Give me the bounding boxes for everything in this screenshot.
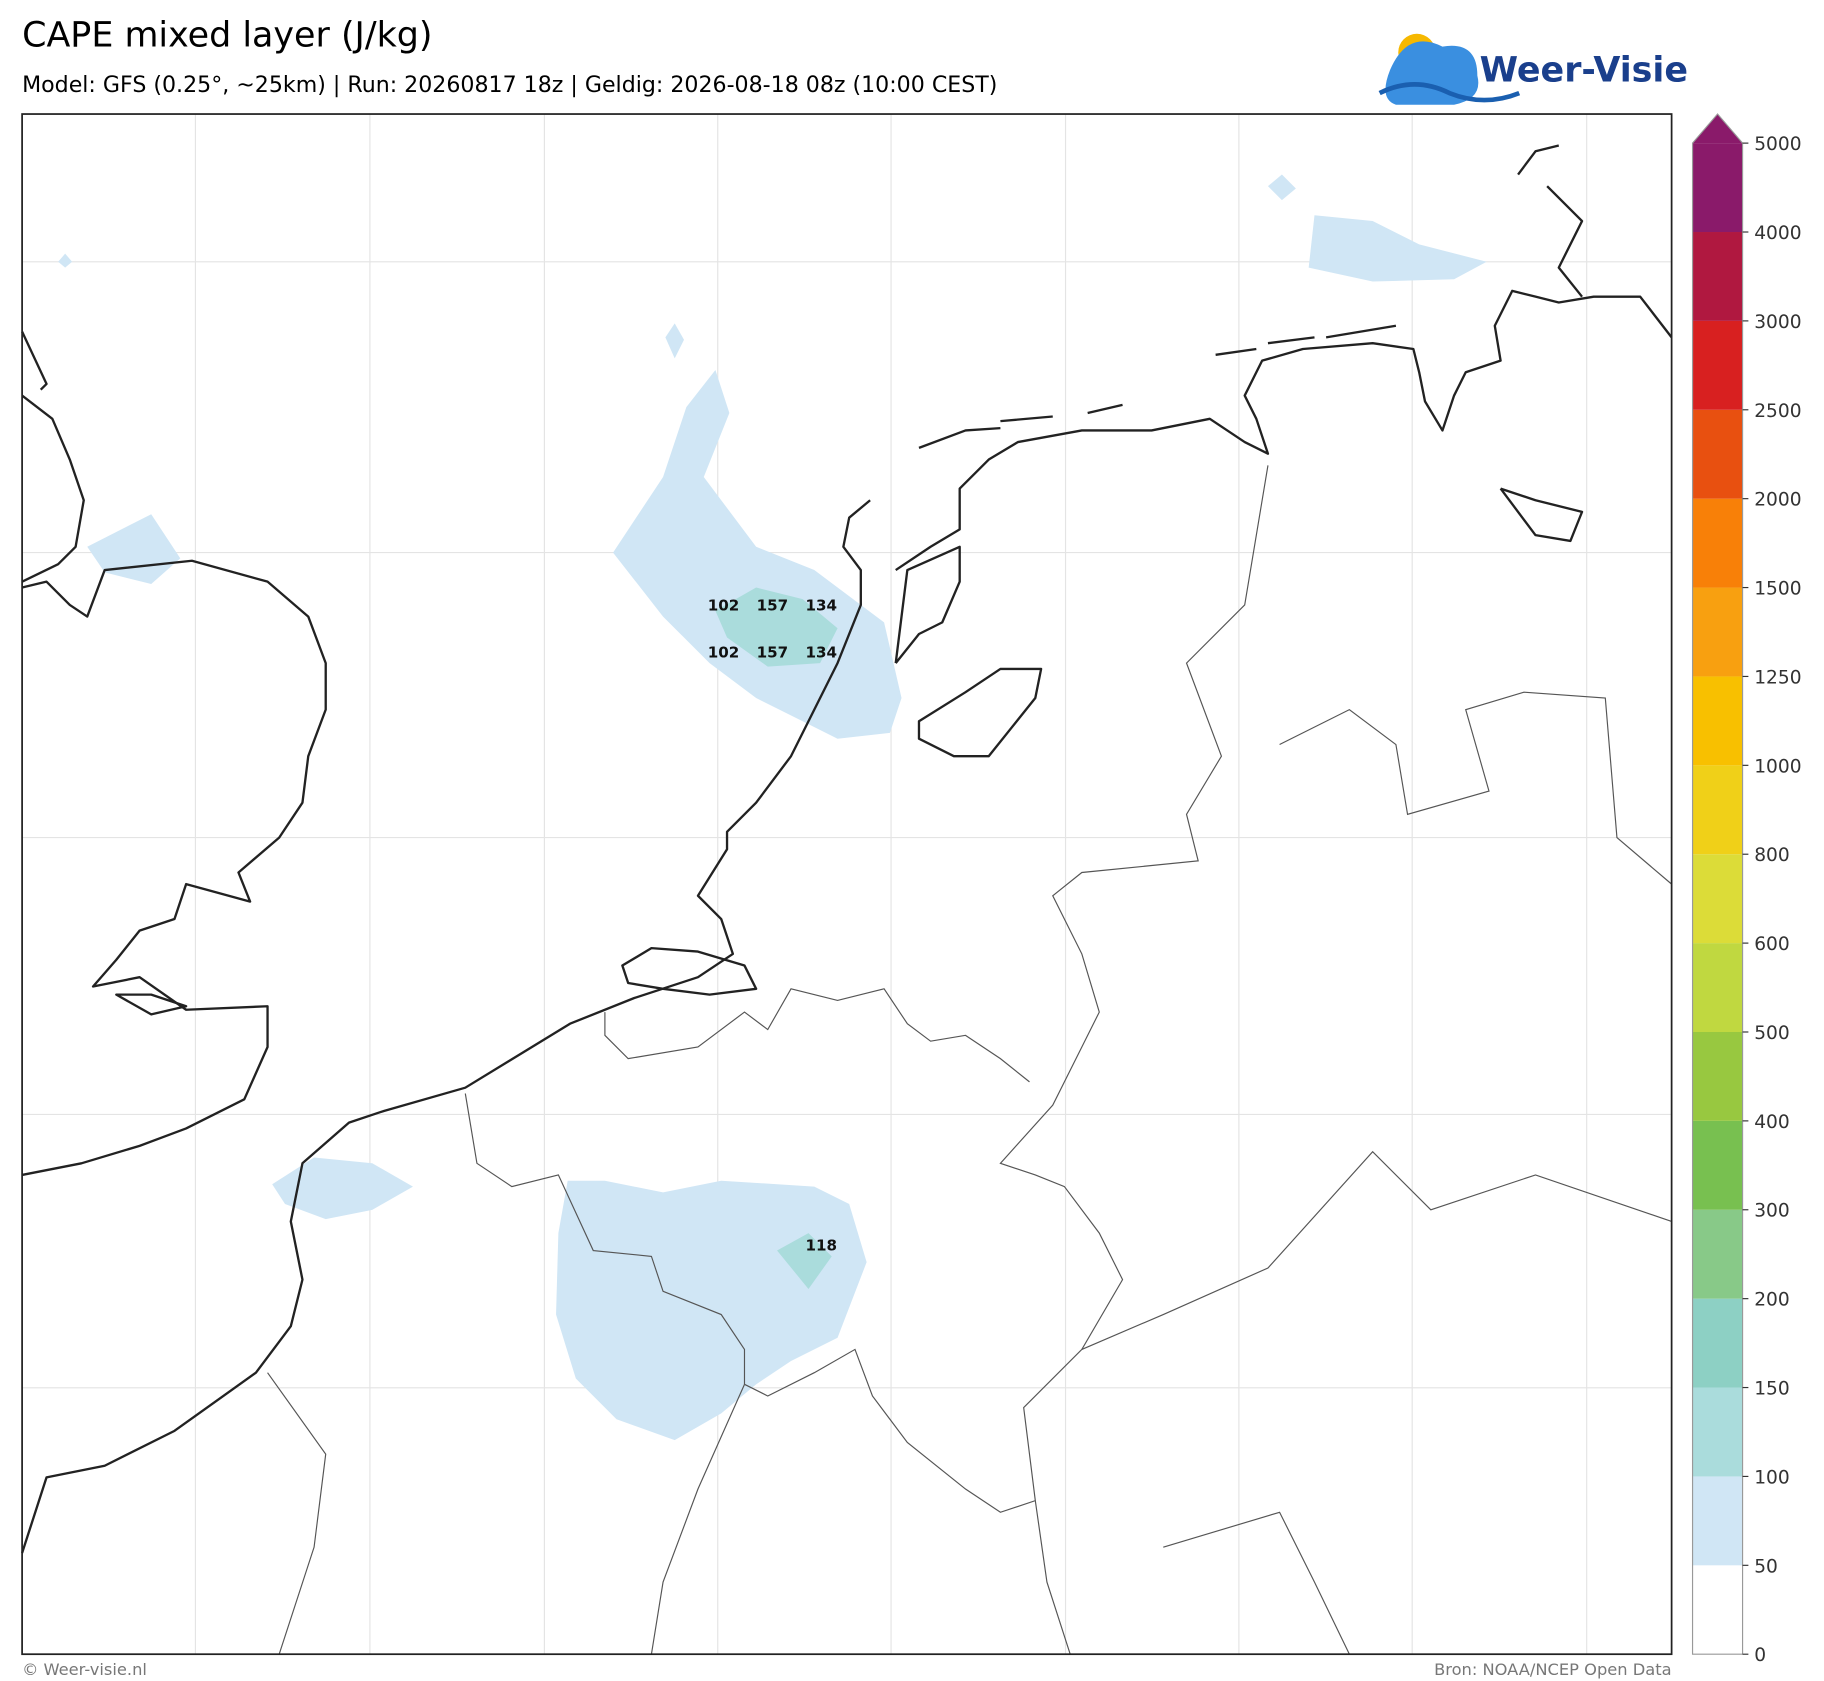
colorbar-band <box>1692 1031 1743 1121</box>
colorbar-tick-label: 1250 <box>1754 667 1801 688</box>
colorbar-band <box>1692 854 1743 944</box>
value-label: 102 <box>708 643 740 661</box>
value-label: 134 <box>805 643 837 661</box>
value-label: 157 <box>757 597 789 615</box>
colorbar-tick-label: 50 <box>1754 1556 1778 1577</box>
cape-area <box>58 174 1487 1441</box>
logo: Weer-Visie <box>1378 33 1688 105</box>
borders <box>267 465 1672 1655</box>
colorbar-band <box>1692 765 1743 855</box>
colorbar-band <box>1692 943 1743 1032</box>
colorbar-tick-label: 800 <box>1754 845 1790 866</box>
colorbar-frame <box>1691 113 1744 1655</box>
colorbar-band <box>1692 587 1743 677</box>
colorbar-tick-label: 4000 <box>1754 223 1801 244</box>
logo-text: Weer-Visie <box>1480 50 1688 90</box>
value-labels: 102 157 134 102 157 134 118 <box>708 597 837 1255</box>
colorbar-band <box>1692 1298 1743 1388</box>
colorbar-tick-label: 100 <box>1754 1467 1790 1488</box>
colorbar-tick-label: 3000 <box>1754 312 1801 333</box>
colorbar-band <box>1692 232 1743 321</box>
value-label: 118 <box>805 1237 837 1255</box>
footer-right: Bron: NOAA/NCEP Open Data <box>1434 1660 1672 1679</box>
colorbar-tick-label: 150 <box>1754 1379 1790 1400</box>
colorbar-band <box>1692 1387 1743 1477</box>
colorbar-tick-label: 600 <box>1754 934 1790 955</box>
colorbar-tick-label: 2500 <box>1754 401 1801 422</box>
colorbar-band <box>1692 1565 1743 1655</box>
colorbar-band <box>1692 1209 1743 1299</box>
colorbar-tick-label: 0 <box>1754 1645 1766 1666</box>
colorbar-band <box>1692 409 1743 499</box>
colorbar-tick-label: 2000 <box>1754 490 1801 511</box>
colorbar-band <box>1692 1476 1743 1566</box>
value-label: 102 <box>708 597 740 615</box>
coastlines <box>20 144 1673 1554</box>
subtitle: Model: GFS (0.25°, ~25km) | Run: 2026081… <box>22 72 997 98</box>
colorbar-tick-label: 5000 <box>1754 134 1801 155</box>
colorbar-tick-label: 400 <box>1754 1112 1790 1133</box>
colorbar-arrow <box>1692 114 1743 144</box>
colorbar-tick-label: 500 <box>1754 1023 1790 1044</box>
map-frame <box>21 113 1673 1656</box>
colorbar: 0 50 100 150 200 300 400 500 600 800 1000 1250 1500 2… <box>1691 113 1802 1666</box>
map-bg <box>22 114 1672 1655</box>
value-label: 134 <box>805 597 837 615</box>
colorbar-band <box>1692 1120 1743 1210</box>
colorbar-tick-label: 1000 <box>1754 756 1801 777</box>
colorbar-tick-label: 300 <box>1754 1201 1790 1222</box>
colorbar-band <box>1692 676 1743 766</box>
colorbar-tick-label: 1500 <box>1754 579 1801 600</box>
title: CAPE mixed layer (J/kg) <box>22 16 432 56</box>
value-label: 157 <box>757 643 789 661</box>
colorbar-band <box>1692 498 1743 588</box>
colorbar-band <box>1692 143 1743 233</box>
colorbar-tick-label: 200 <box>1754 1290 1790 1311</box>
footer-left: © Weer-visie.nl <box>22 1660 147 1679</box>
colorbar-band <box>1692 320 1743 410</box>
